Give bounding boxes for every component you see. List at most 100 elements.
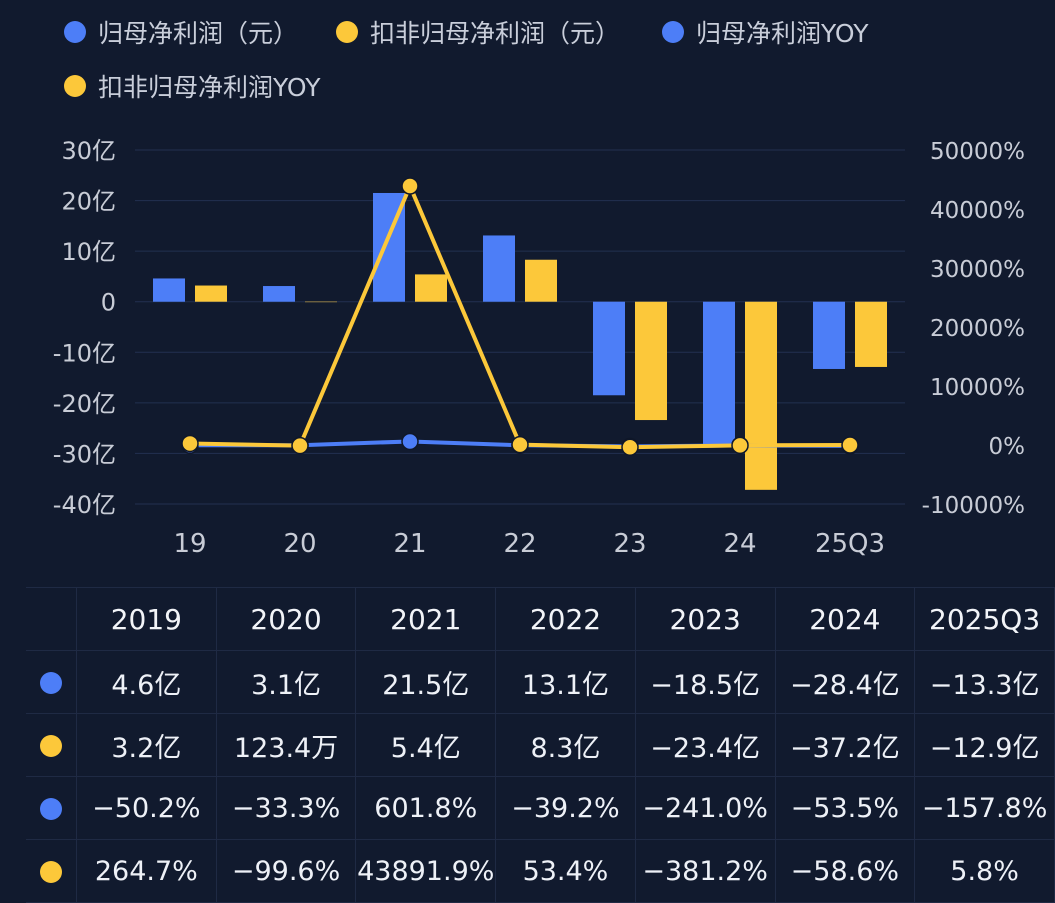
profit-chart: 30亿 20亿 10亿 0 -10亿 -20亿 -30亿 -40亿 50000% 40000% 30… [53,137,1026,559]
row-dot-icon [40,735,62,757]
x-tick-label: 24 [723,529,756,559]
bar-deducted-net-profit [305,301,337,303]
table-cell: −23.4亿 [635,713,776,777]
column-header: 2020 [216,587,357,651]
table-row: 3.2亿 123.4万 5.4亿 8.3亿 −23.4亿 −37.2亿 −12.9亿 [26,713,1055,777]
x-tick-label: 25Q3 [815,529,885,559]
point-net-profit-yoy [401,432,419,451]
row-legend-cell [26,650,77,714]
table-cell: 8.3亿 [495,713,636,777]
legend-dot-icon [662,21,684,43]
table-cell: 5.4亿 [355,713,497,777]
bar-net-profit [263,286,295,302]
point-deducted-net-profit-yoy [401,177,419,195]
x-tick-label: 19 [173,529,206,559]
column-header: 2024 [775,587,916,651]
legend-label: 归母净利润YOY [696,19,869,48]
table-cell: 5.8% [914,839,1055,903]
table-cell: −53.5% [775,776,916,840]
bar-deducted-net-profit [635,301,667,421]
column-header: 2022 [495,587,636,651]
legend-item-deducted-net-profit-yoy[interactable]: 扣非归母净利润YOY [64,68,321,104]
bar-net-profit [813,301,845,369]
column-header: 2023 [635,587,776,651]
right-tick-label: 30000% [930,257,1025,283]
table-cell: 53.4% [495,839,636,903]
row-legend-cell [26,776,77,840]
legend-item-net-profit-yoy[interactable]: 归母净利润YOY [662,14,869,50]
table-cell: −12.9亿 [914,713,1055,777]
column-header: 2021 [355,587,497,651]
table-cell: 3.2亿 [76,713,217,777]
legend-label: 扣非归母净利润（元） [370,19,621,48]
bar-net-profit [153,278,185,302]
table-row: 4.6亿 3.1亿 21.5亿 13.1亿 −18.5亿 −28.4亿 −13.3亿 [26,650,1055,714]
right-tick-label: 50000% [930,139,1025,165]
point-deducted-net-profit-yoy [731,436,749,455]
right-tick-label: 0% [989,434,1026,460]
bar-deducted-net-profit [855,301,887,367]
table-cell: 264.7% [76,839,217,903]
table-cell: −381.2% [635,839,776,903]
legend-label: 扣非归母净利润YOY [98,73,321,102]
header-blank-cell [26,587,77,651]
table-cell: −157.8% [914,776,1055,840]
right-tick-label: 10000% [930,375,1025,401]
point-deducted-net-profit-yoy [511,435,529,454]
left-tick-label: 10亿 [61,238,116,266]
table-cell: −39.2% [495,776,636,840]
bar-net-profit [703,301,735,446]
row-legend-cell [26,713,77,777]
table-cell: −241.0% [635,776,776,840]
left-tick-label: 0 [101,289,116,317]
bar-net-profit [483,235,515,302]
x-tick-label: 23 [613,529,646,559]
table-row: 264.7% −99.6% 43891.9% 53.4% −381.2% −58.6% 5.… [26,839,1055,903]
right-tick-label: 40000% [930,198,1025,224]
row-dot-icon [40,861,62,883]
table-cell: −99.6% [216,839,357,903]
left-tick-label: -30亿 [53,440,116,468]
legend-label: 归母净利润（元） [98,19,299,48]
bar-deducted-net-profit [415,274,447,302]
table-cell: 123.4万 [216,713,357,777]
legend-item-deducted-net-profit[interactable]: 扣非归母净利润（元） [336,14,620,50]
row-dot-icon [40,798,62,820]
column-header: 2019 [76,587,217,651]
bar-deducted-net-profit [745,301,777,490]
table-cell: 21.5亿 [355,650,497,714]
row-dot-icon [40,672,62,694]
table-cell: 4.6亿 [76,650,217,714]
table-cell: −13.3亿 [914,650,1055,714]
table-cell: 13.1亿 [495,650,636,714]
table-row: −50.2% −33.3% 601.8% −39.2% −241.0% −53.5% −15… [26,776,1055,840]
legend-dot-icon [64,21,86,43]
chart-legend: 归母净利润（元） 扣非归母净利润（元） 归母净利润YOY 扣非归母净利润YOY [0,0,1055,120]
point-deducted-net-profit-yoy [291,436,309,455]
bar-deducted-net-profit [195,285,227,302]
table-cell: 601.8% [355,776,497,840]
left-tick-label: 30亿 [61,137,116,165]
table-cell: 43891.9% [355,839,497,903]
left-tick-label: -10亿 [53,339,116,367]
table-cell: 3.1亿 [216,650,357,714]
left-tick-label: -40亿 [53,491,116,519]
bar-net-profit [593,301,625,396]
table-cell: −28.4亿 [775,650,916,714]
right-tick-label: -10000% [922,493,1025,519]
x-tick-label: 21 [393,529,426,559]
column-header: 2025Q3 [914,587,1055,651]
right-tick-label: 20000% [930,316,1025,342]
legend-dot-icon [336,21,358,43]
left-tick-label: -20亿 [53,390,116,418]
table-cell: −33.3% [216,776,357,840]
table-cell: −37.2亿 [775,713,916,777]
left-tick-label: 20亿 [61,188,116,216]
point-deducted-net-profit-yoy [841,436,859,454]
table-cell: −50.2% [76,776,217,840]
legend-item-net-profit[interactable]: 归母净利润（元） [64,14,298,50]
point-deducted-net-profit-yoy [181,434,199,453]
x-tick-label: 22 [503,529,536,559]
legend-dot-icon [64,75,86,97]
bar-deducted-net-profit [525,259,557,302]
